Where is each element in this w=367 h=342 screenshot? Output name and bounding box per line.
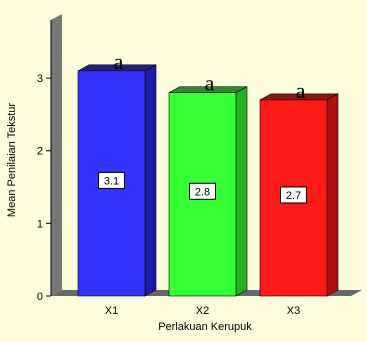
y-ticks: 0 1 2 3	[37, 73, 51, 303]
value-label: 3.1	[104, 175, 119, 187]
x-ticks: X1 X2 X3	[105, 305, 300, 317]
bar-side	[144, 64, 157, 297]
bar-x3: 2.7 a	[259, 78, 339, 297]
significance-letter: a	[205, 71, 215, 96]
y-tick-label: 2	[37, 146, 43, 158]
x-tick-label: X1	[105, 305, 118, 317]
value-label-box	[98, 171, 125, 189]
y-tick-label: 0	[37, 291, 43, 303]
y-axis-title: Mean Penilaian Tekstur	[6, 103, 18, 217]
x-tick-label: X2	[196, 305, 209, 317]
value-label-box	[280, 186, 307, 204]
x-axis-title: Perlakuan Kerupuk	[158, 321, 252, 333]
bar-side	[326, 93, 339, 297]
significance-letter: a	[114, 49, 124, 74]
y-tick-label: 1	[37, 218, 43, 230]
bar-x2: 2.8 a	[168, 71, 248, 297]
y-tick-label: 3	[37, 73, 43, 85]
bars: 3.1 a 2.8 a 2.7 a	[77, 49, 339, 297]
value-label-box	[189, 182, 216, 200]
value-label: 2.7	[286, 190, 301, 202]
bar-x1: 3.1 a	[77, 49, 157, 297]
back-wall	[51, 14, 62, 296]
value-label: 2.8	[195, 186, 210, 198]
significance-letter: a	[296, 78, 306, 103]
bar-side	[235, 86, 248, 297]
x-tick-label: X3	[287, 305, 300, 317]
